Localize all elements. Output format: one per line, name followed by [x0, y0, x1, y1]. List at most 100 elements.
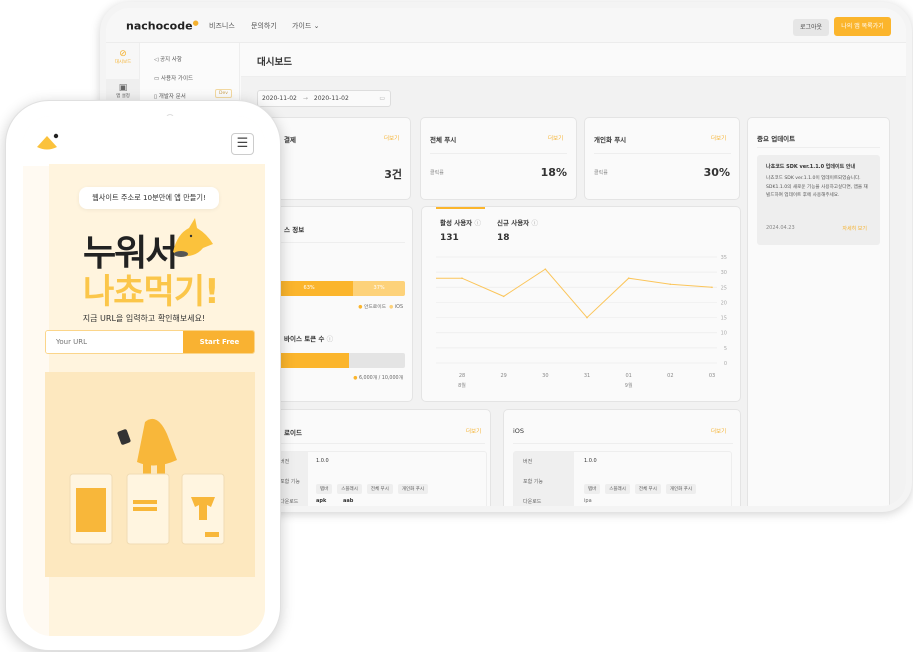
hero-illustration — [45, 372, 255, 577]
y-tick-label: 5 — [724, 346, 727, 352]
x-tick-label: 31 — [584, 373, 590, 379]
os-share-bar: 63% 37% — [265, 281, 405, 296]
hamburger-menu-button[interactable]: ☰ — [231, 133, 254, 155]
nacho-logo-icon[interactable] — [35, 132, 61, 152]
y-tick-label: 0 — [724, 361, 727, 367]
data-point — [711, 286, 713, 289]
more-link[interactable]: 더보기 — [384, 136, 400, 142]
ios-card: iOS 더보기 버전 1.0.0 포함 기능 탭바 스플래시 전체 푸시 개인화 푸시… — [503, 409, 741, 506]
phone-screen: ☰ 웹사이트 주소로 10분만에 앱 만들기! 누워서 나쵸먹기! 지금 URL… — [23, 116, 265, 636]
chevron-down-icon: ⌄ — [313, 22, 320, 30]
details-link[interactable]: 자세히 보기 — [842, 226, 867, 232]
y-tick-label: 35 — [721, 255, 727, 261]
phone-mockup: ☰ 웹사이트 주소로 10분만에 앱 만들기! 누워서 나쵸먹기! 지금 URL… — [5, 100, 281, 651]
main-content: 대시보드 2020-11-02 → 2020-11-02 ▭ 결제 더보기 3건 전체… — [241, 43, 906, 506]
stat-card-personal-push: 개인화 푸시 더보기 클릭률 30% — [584, 117, 740, 200]
stat-value: 18% — [540, 166, 567, 179]
os-legend: ● 안드로이드 ● iOS — [358, 305, 403, 310]
android-info-table: 버전 1.0.0 포함 기능 탭바 스플래시 전체 푸시 개인화 푸시 다운로드 ap… — [265, 451, 487, 506]
document-icon: ▯ — [154, 94, 158, 100]
help-icon: ⓘ — [474, 219, 481, 227]
book-icon: ▭ — [154, 76, 160, 82]
ipa-download-link[interactable]: ipa — [584, 498, 592, 504]
ios-share: 37% — [353, 281, 405, 296]
x-tick-label: 28 — [459, 373, 465, 379]
megaphone-icon: ◁ — [154, 57, 159, 63]
dev-badge: Dev — [215, 89, 232, 98]
new-users-value: 18 — [497, 233, 510, 243]
y-tick-label: 20 — [721, 300, 727, 306]
top-navbar: nachocode● 비즈니스 문의하기 가이드 ⌄ 로그아웃 나의 앱 목록가… — [106, 8, 906, 43]
aab-download-link[interactable]: aab — [343, 498, 354, 504]
data-point — [502, 295, 505, 298]
more-link[interactable]: 더보기 — [548, 136, 564, 142]
users-chart-card: 활성 사용자 ⓘ 신규 사용자 ⓘ 131 18 0 5 10 15 20 25 30 35 2… — [421, 206, 741, 402]
subtitle: 지금 URL을 입력하고 확인해보세요! — [82, 314, 206, 323]
apk-download-link[interactable]: apk — [316, 498, 327, 504]
date-range-picker[interactable]: 2020-11-02 → 2020-11-02 ▭ — [257, 90, 391, 107]
more-link[interactable]: 더보기 — [466, 429, 482, 435]
y-tick-label: 30 — [721, 270, 727, 276]
android-share: 63% — [265, 281, 354, 296]
menu-icon: ☰ — [236, 136, 249, 151]
logout-button[interactable]: 로그아웃 — [793, 19, 829, 36]
speech-bubble: 웹사이트 주소로 10분만에 앱 만들기! — [79, 187, 219, 209]
app-settings-icon: ▣ — [118, 83, 128, 93]
data-point — [669, 283, 672, 286]
tab-active-users[interactable]: 활성 사용자 ⓘ — [440, 219, 481, 227]
month-label: 8월 — [458, 382, 466, 389]
stat-value: 30% — [703, 166, 730, 179]
more-link[interactable]: 더보기 — [711, 136, 727, 142]
headline-line2: 나쵸먹기! — [83, 272, 220, 312]
stat-card-all-push: 전체 푸시 더보기 클릭률 18% — [420, 117, 577, 200]
tab-new-users[interactable]: 신규 사용자 ⓘ — [497, 219, 538, 227]
nav-contact[interactable]: 문의하기 — [251, 22, 277, 30]
menu-user-guide[interactable]: ▭ 사용자 가이드 — [154, 76, 194, 82]
device-info-card: 스 정보 63% 37% ● 안드로이드 ● iOS 바이스 토큰 수 ⓘ ● … — [255, 206, 413, 402]
x-tick-label: 29 — [500, 373, 506, 379]
x-tick-label: 02 — [667, 373, 673, 379]
nacho-character-illustration — [173, 218, 213, 257]
more-link[interactable]: 더보기 — [711, 429, 727, 435]
logo[interactable]: nachocode● — [126, 19, 199, 33]
month-label: 9월 — [625, 382, 633, 389]
y-tick-label: 25 — [721, 285, 727, 291]
users-line-chart: 0 5 10 15 20 25 30 35 28 8월 29 30 31 01 9월 02 03 — [436, 255, 727, 389]
start-free-button[interactable]: Start Free — [183, 331, 254, 353]
my-apps-button[interactable]: 나의 앱 목록가기 — [834, 17, 891, 36]
headline-line1: 누워서 — [83, 233, 178, 274]
mascot-with-app-screens-illustration — [69, 418, 225, 545]
menu-notice[interactable]: ◁ 공지 사항 — [154, 57, 182, 63]
nav-business[interactable]: 비즈니스 — [209, 22, 235, 30]
data-point — [461, 277, 463, 279]
token-progress-bar — [265, 353, 405, 368]
update-item[interactable]: 나쵸코드 SDK ver.1.1.0 업데이트 안내 나쵸코드 SDK ver.… — [757, 155, 880, 245]
x-tick-label: 30 — [542, 373, 548, 379]
active-tab-indicator — [436, 207, 485, 209]
help-icon[interactable]: ⓘ — [326, 335, 334, 343]
x-tick-label: 01 — [625, 373, 631, 379]
ios-info-table: 버전 1.0.0 포함 기능 탭바 스플래시 전체 푸시 개인화 푸시 다운로드 ip… — [513, 451, 732, 506]
series-line — [436, 268, 713, 319]
important-update-card: 중요 업데이트 나쵸코드 SDK ver.1.1.0 업데이트 안내 나쵸코드 … — [747, 117, 890, 506]
page-title: 대시보드 — [257, 57, 292, 68]
sidebar-item-app-settings[interactable]: ▣ 앱 설정 — [106, 79, 140, 103]
menu-dev-docs[interactable]: ▯ 개발자 문서 — [154, 94, 186, 100]
data-point — [544, 268, 547, 270]
url-input[interactable] — [46, 331, 183, 353]
x-tick-label: 03 — [709, 373, 715, 379]
sidebar-item-dashboard[interactable]: ⊘ 대시보드 — [106, 49, 140, 65]
y-tick-label: 15 — [721, 316, 727, 322]
url-form: Start Free — [45, 330, 255, 354]
y-tick-label: 10 — [721, 331, 727, 337]
token-title: 바이스 토큰 수 ⓘ — [284, 335, 334, 343]
nav-guide[interactable]: 가이드 ⌄ — [292, 22, 320, 30]
active-users-value: 131 — [440, 233, 459, 243]
compass-icon: ⊘ — [119, 49, 127, 59]
android-card: 로이드 더보기 버전 1.0.0 포함 기능 탭바 스플래시 전체 푸시 개인화 푸시… — [255, 409, 491, 506]
stat-value: 3건 — [384, 168, 402, 181]
help-icon: ⓘ — [531, 219, 538, 227]
calendar-icon: ▭ — [379, 95, 385, 102]
data-point — [586, 316, 588, 319]
data-point — [627, 277, 630, 279]
